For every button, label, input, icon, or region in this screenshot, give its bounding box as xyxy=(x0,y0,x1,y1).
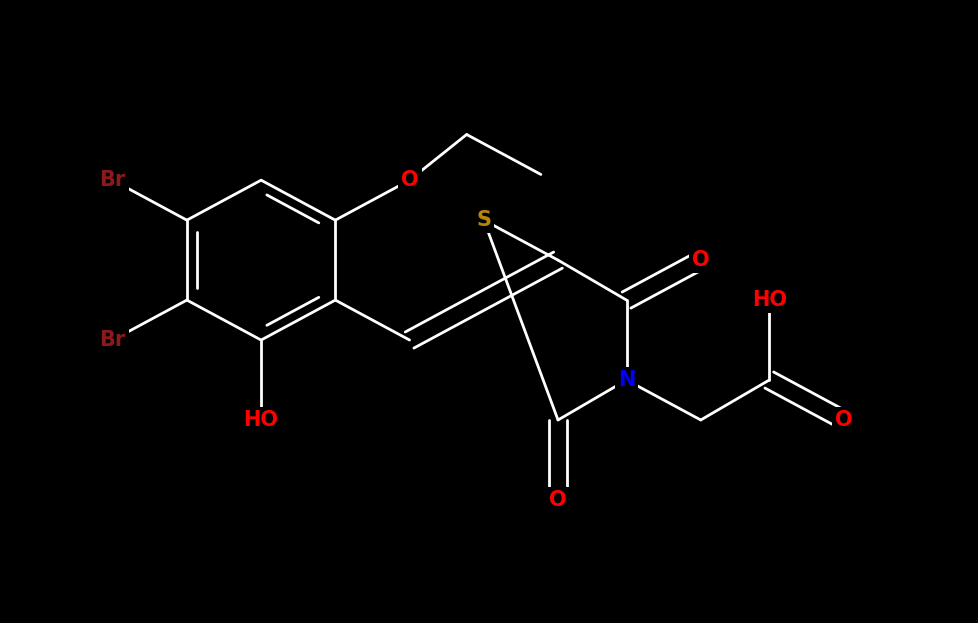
Text: O: O xyxy=(691,250,709,270)
Text: Br: Br xyxy=(100,330,125,350)
Text: Br: Br xyxy=(100,170,125,190)
Text: O: O xyxy=(400,170,418,190)
Text: N: N xyxy=(617,370,635,390)
Text: HO: HO xyxy=(751,290,786,310)
Text: S: S xyxy=(476,210,491,230)
Text: O: O xyxy=(834,410,852,430)
Text: HO: HO xyxy=(244,410,279,430)
Text: O: O xyxy=(549,490,566,510)
